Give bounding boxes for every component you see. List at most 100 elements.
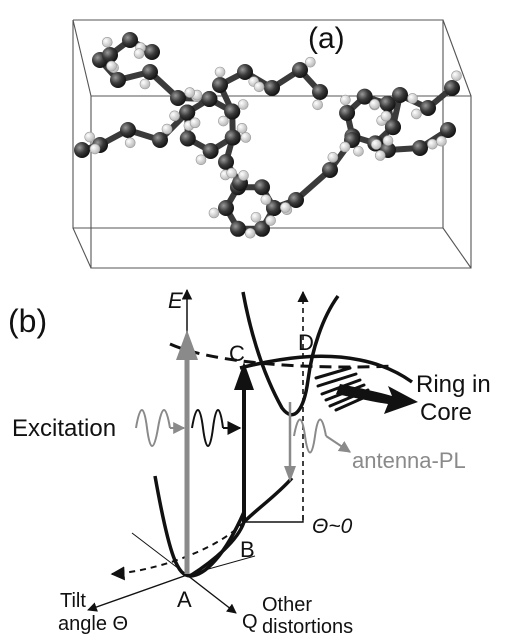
- hydrogen-atom: [451, 70, 462, 82]
- hydrogen-atom: [436, 135, 447, 147]
- b-to-c-arrowhead: [234, 362, 254, 390]
- hydrogen-atom: [411, 108, 422, 120]
- tilt-axis: [87, 574, 188, 612]
- hydrogen-atom: [240, 132, 252, 143]
- tilt-dashed-curve: [110, 521, 245, 581]
- panel-a-label: (a): [308, 22, 345, 55]
- pl-arrowhead: [284, 466, 296, 482]
- carbon-atom: [224, 103, 241, 120]
- energy-axis-label: E: [168, 288, 183, 313]
- panel-a: (a): [72, 19, 472, 269]
- hydrogen-atom: [133, 48, 145, 59]
- hydrogen-atom: [427, 138, 438, 150]
- carbon-atom: [266, 200, 282, 216]
- hydrogen-atom: [265, 215, 276, 226]
- carbon-atom: [384, 119, 401, 136]
- carbon-atom: [179, 104, 196, 121]
- point-d-label: D: [298, 330, 314, 355]
- carbon-atom: [356, 88, 373, 105]
- hydrogen-atom: [161, 123, 173, 135]
- point-a-label: A: [177, 587, 192, 612]
- hydrogen-atom: [139, 78, 151, 90]
- carbon-atom: [312, 84, 328, 100]
- ring-in-core-arrow: [336, 384, 418, 414]
- hydrogen-atom: [250, 211, 262, 223]
- hydrogen-atom: [124, 137, 136, 149]
- upper-dashed-curve: [169, 342, 396, 369]
- q-axis-label: Q: [242, 611, 258, 633]
- carbon-atom: [170, 90, 186, 106]
- hydrogen-atom: [237, 99, 249, 110]
- carbon-atom: [152, 132, 168, 148]
- carbon-atom: [237, 64, 253, 80]
- hydrogen-atom: [374, 150, 386, 161]
- hydrogen-atom: [195, 154, 207, 166]
- other-label: Other: [262, 594, 312, 616]
- carbon-atom: [179, 130, 196, 147]
- hydrogen-atom: [189, 117, 201, 129]
- carbon-atom: [142, 64, 158, 80]
- point-c-label: C: [229, 341, 245, 366]
- hydrogen-atom: [101, 36, 113, 48]
- point-b-label: B: [240, 537, 255, 562]
- excited-state-parabola: [241, 291, 340, 417]
- hydrogen-atom: [327, 152, 339, 163]
- distortions-label: distortions: [262, 616, 353, 638]
- tilt-label: Tilt: [60, 590, 86, 612]
- carbon-atom: [292, 62, 308, 78]
- excitation-arrowhead: [176, 330, 198, 360]
- angle-label: angle Θ: [58, 613, 128, 635]
- hydrogen-atom: [84, 131, 96, 143]
- carbon-atom: [120, 122, 136, 138]
- carbon-atom: [322, 162, 338, 178]
- transfer-wave: [191, 409, 224, 447]
- carbon-atom: [144, 44, 160, 60]
- hydrogen-atom: [208, 207, 220, 219]
- carbon-atom: [74, 142, 90, 158]
- carbon-atom: [440, 122, 456, 138]
- molecule-model: [74, 32, 462, 239]
- carbon-atom: [339, 104, 356, 121]
- carbon-atom: [254, 179, 270, 196]
- hydrogen-atom: [340, 94, 351, 106]
- hydrogen-atom: [89, 143, 101, 155]
- carbon-atom: [444, 80, 460, 96]
- hydrogen-atom: [106, 60, 117, 72]
- hydrogen-atom: [382, 135, 394, 146]
- carbon-atom: [288, 192, 304, 208]
- carbon-atom: [102, 47, 118, 63]
- carbon-atom: [212, 77, 228, 93]
- carbon-atom: [201, 91, 218, 108]
- hydrogen-atom: [280, 202, 291, 213]
- hydrogen-atom: [253, 81, 265, 93]
- hydrogen-atom: [169, 110, 180, 122]
- hydrogen-atom: [380, 110, 392, 122]
- q-axis: [186, 574, 237, 614]
- hydrogen-atom: [305, 56, 316, 68]
- hydrogen-atom: [339, 141, 351, 153]
- carbon-atom: [202, 142, 219, 159]
- hydrogen-atom: [312, 99, 323, 111]
- hydrogen-atom: [369, 98, 380, 110]
- carbon-atom: [412, 140, 428, 156]
- panel-b: (b) E: [8, 288, 491, 638]
- ring-in-label: Ring in: [416, 371, 491, 398]
- hydrogen-atom: [407, 93, 418, 104]
- hydrogen-atom: [218, 115, 229, 127]
- theta-zero-label: Θ~0: [312, 515, 353, 538]
- carbon-atom: [224, 129, 241, 146]
- carbon-atom: [110, 72, 126, 88]
- excitation-wave: [135, 409, 171, 447]
- carbon-atom: [254, 220, 270, 237]
- carbon-atom: [122, 32, 138, 48]
- core-label: Core: [420, 399, 472, 426]
- hydrogen-atom: [226, 167, 237, 179]
- theta-zero-bracket: [244, 515, 304, 523]
- hydrogen-atom: [370, 139, 382, 150]
- hydrogen-atom: [260, 194, 272, 205]
- antenna-pl-wave-arrow: [325, 435, 351, 453]
- excited-state-branch: [239, 354, 414, 384]
- carbon-atom: [218, 200, 234, 216]
- carbon-atom: [218, 154, 234, 170]
